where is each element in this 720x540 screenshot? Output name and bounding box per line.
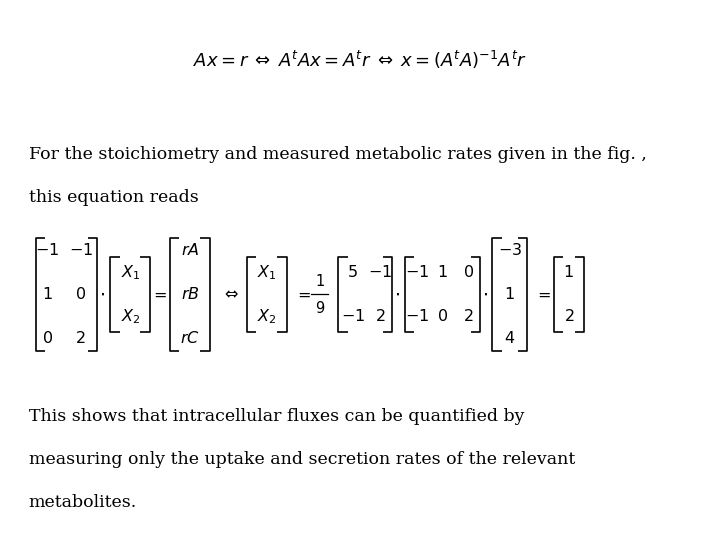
Text: $X_1$: $X_1$	[257, 263, 277, 281]
Text: $-1$: $-1$	[68, 241, 93, 259]
Text: $X_2$: $X_2$	[120, 307, 140, 326]
Text: $-1$: $-1$	[405, 264, 429, 281]
Text: $=$: $=$	[294, 286, 311, 303]
Text: $1$: $1$	[505, 286, 515, 303]
Text: $0$: $0$	[463, 264, 474, 281]
Text: metabolites.: metabolites.	[29, 494, 137, 511]
Text: $1$: $1$	[42, 286, 53, 303]
Text: $\cdot$: $\cdot$	[395, 285, 400, 303]
Text: $-1$: $-1$	[35, 241, 60, 259]
Text: $rC$: $rC$	[180, 330, 200, 347]
Text: This shows that intracellular fluxes can be quantified by: This shows that intracellular fluxes can…	[29, 408, 524, 424]
Text: $\cdot$: $\cdot$	[99, 285, 105, 303]
Text: $rA$: $rA$	[181, 241, 199, 259]
Text: $2$: $2$	[76, 330, 86, 347]
Text: this equation reads: this equation reads	[29, 189, 199, 206]
Text: $0$: $0$	[42, 330, 53, 347]
Text: $4$: $4$	[504, 330, 516, 347]
Text: $-1$: $-1$	[368, 264, 392, 281]
Text: $2$: $2$	[375, 308, 385, 325]
Text: $=$: $=$	[150, 286, 167, 303]
Text: $rB$: $rB$	[181, 286, 199, 303]
Text: $2$: $2$	[464, 308, 474, 325]
Text: $0$: $0$	[75, 286, 86, 303]
Text: $X_1$: $X_1$	[120, 263, 140, 281]
Text: $\Leftrightarrow$: $\Leftrightarrow$	[221, 286, 238, 303]
Text: For the stoichiometry and measured metabolic rates given in the fig. ,: For the stoichiometry and measured metab…	[29, 146, 647, 163]
Text: $-1$: $-1$	[341, 308, 365, 325]
Text: $1$: $1$	[564, 264, 574, 281]
Text: $9$: $9$	[315, 300, 325, 316]
Text: $\cdot$: $\cdot$	[482, 285, 488, 303]
Text: $0$: $0$	[437, 308, 449, 325]
Text: $-1$: $-1$	[405, 308, 429, 325]
Text: $=$: $=$	[534, 286, 552, 303]
Text: $2$: $2$	[564, 308, 574, 325]
Text: $-3$: $-3$	[498, 241, 522, 259]
Text: $Ax = r \;\Leftrightarrow\; A^{t} Ax = A^{t}r \;\Leftrightarrow\; x = (A^{t}A)^{: $Ax = r \;\Leftrightarrow\; A^{t} Ax = A…	[193, 49, 527, 71]
Text: $1$: $1$	[438, 264, 448, 281]
Text: $5$: $5$	[348, 264, 358, 281]
Text: measuring only the uptake and secretion rates of the relevant: measuring only the uptake and secretion …	[29, 451, 575, 468]
Text: $X_2$: $X_2$	[257, 307, 277, 326]
Text: $1$: $1$	[315, 273, 325, 289]
